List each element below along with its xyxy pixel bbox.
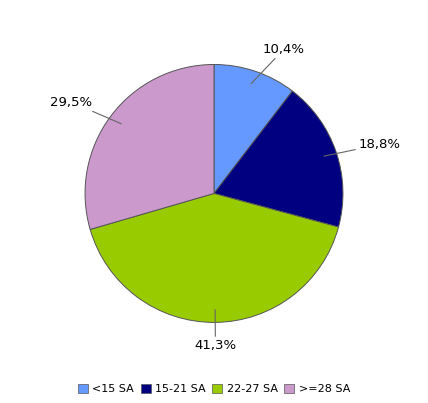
Text: 41,3%: 41,3% xyxy=(194,310,237,352)
Legend: <15 SA, 15-21 SA, 22-27 SA, >=28 SA: <15 SA, 15-21 SA, 22-27 SA, >=28 SA xyxy=(78,384,350,394)
Text: 10,4%: 10,4% xyxy=(251,43,305,83)
Wedge shape xyxy=(214,64,292,193)
Wedge shape xyxy=(90,193,339,322)
Wedge shape xyxy=(214,91,343,227)
Text: 29,5%: 29,5% xyxy=(50,96,121,124)
Wedge shape xyxy=(85,64,214,229)
Text: 18,8%: 18,8% xyxy=(324,138,400,156)
